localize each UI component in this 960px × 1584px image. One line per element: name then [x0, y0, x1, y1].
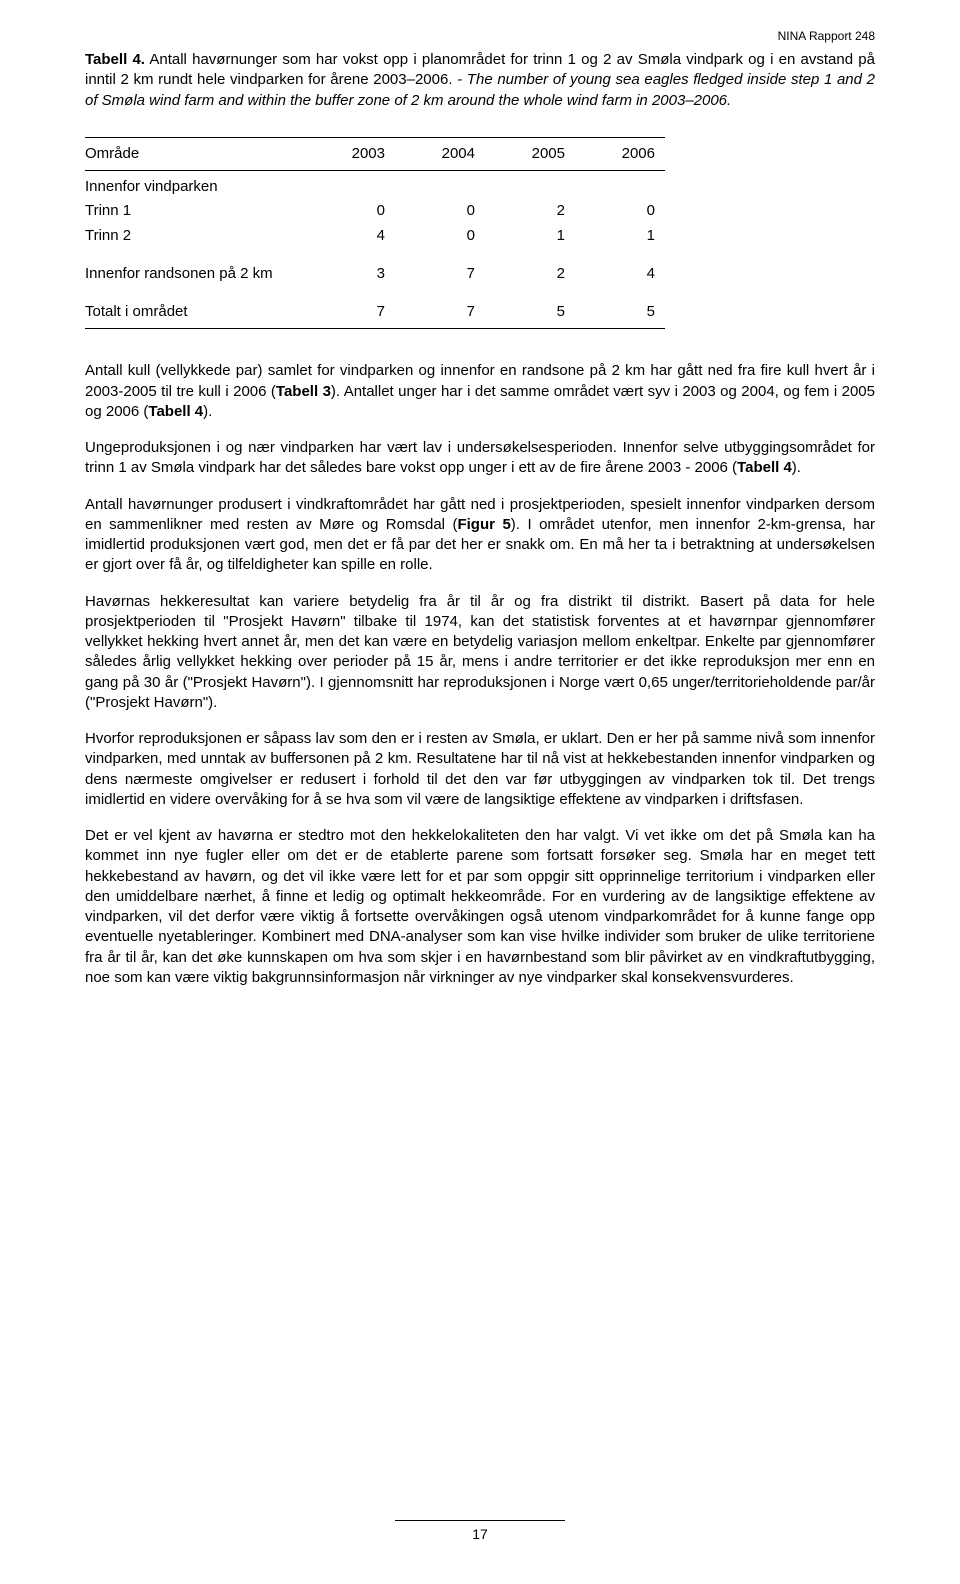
- col-year: 2006: [575, 142, 665, 166]
- row-label: Innenfor randsonen på 2 km: [85, 262, 305, 286]
- col-year: 2003: [305, 142, 395, 166]
- cell: 5: [485, 300, 575, 324]
- table-caption: Tabell 4. Antall havørnunger som har vok…: [85, 50, 875, 111]
- col-omrade: Område: [85, 142, 305, 166]
- p1e: ).: [203, 403, 212, 420]
- data-table: Område 2003 2004 2005 2006 Innenfor vind…: [85, 133, 875, 334]
- cell: 1: [485, 224, 575, 248]
- table-row: Trinn 1 0 0 2 0: [85, 199, 665, 223]
- row-label: Totalt i området: [85, 300, 305, 324]
- table-row: Trinn 2 4 0 1 1: [85, 224, 665, 248]
- cell: 4: [575, 262, 665, 286]
- header-report-id: NINA Rapport 248: [778, 28, 875, 44]
- page-number: 17: [0, 1520, 960, 1544]
- cell: 2: [485, 199, 575, 223]
- ref-figur5: Figur 5: [457, 516, 510, 533]
- cell: 7: [395, 262, 485, 286]
- table-section-row: Innenfor vindparken: [85, 175, 665, 199]
- ref-tabell3: Tabell 3: [276, 383, 331, 400]
- col-year: 2004: [395, 142, 485, 166]
- cell: 4: [305, 224, 395, 248]
- cell: 1: [575, 224, 665, 248]
- paragraph: Hvorfor reproduksjonen er såpass lav som…: [85, 729, 875, 810]
- section-innenfor-label: Innenfor vindparken: [85, 175, 665, 199]
- paragraph: Antall havørnunger produsert i vindkraft…: [85, 495, 875, 576]
- cell: 0: [395, 224, 485, 248]
- cell: 7: [395, 300, 485, 324]
- cell: 5: [575, 300, 665, 324]
- cell: 0: [395, 199, 485, 223]
- cell: 7: [305, 300, 395, 324]
- col-year: 2005: [485, 142, 575, 166]
- row-label: Trinn 2: [85, 224, 305, 248]
- cell: 2: [485, 262, 575, 286]
- page-number-value: 17: [472, 1526, 488, 1542]
- p2c: ).: [792, 459, 801, 476]
- paragraph: Det er vel kjent av havørna er stedtro m…: [85, 826, 875, 988]
- table-row: Totalt i området 7 7 5 5: [85, 300, 665, 324]
- caption-label: Tabell 4.: [85, 51, 145, 68]
- cell: 0: [575, 199, 665, 223]
- paragraph: Ungeproduksjonen i og nær vindparken har…: [85, 438, 875, 479]
- table-header-row: Område 2003 2004 2005 2006: [85, 142, 665, 166]
- cell: 0: [305, 199, 395, 223]
- table-row: Innenfor randsonen på 2 km 3 7 2 4: [85, 262, 665, 286]
- row-label: Trinn 1: [85, 199, 305, 223]
- page-number-rule: [395, 1520, 565, 1521]
- ref-tabell4: Tabell 4: [148, 403, 203, 420]
- paragraph: Antall kull (vellykkede par) samlet for …: [85, 361, 875, 422]
- paragraph: Havørnas hekkeresultat kan variere betyd…: [85, 592, 875, 714]
- ref-tabell4: Tabell 4: [737, 459, 792, 476]
- cell: 3: [305, 262, 395, 286]
